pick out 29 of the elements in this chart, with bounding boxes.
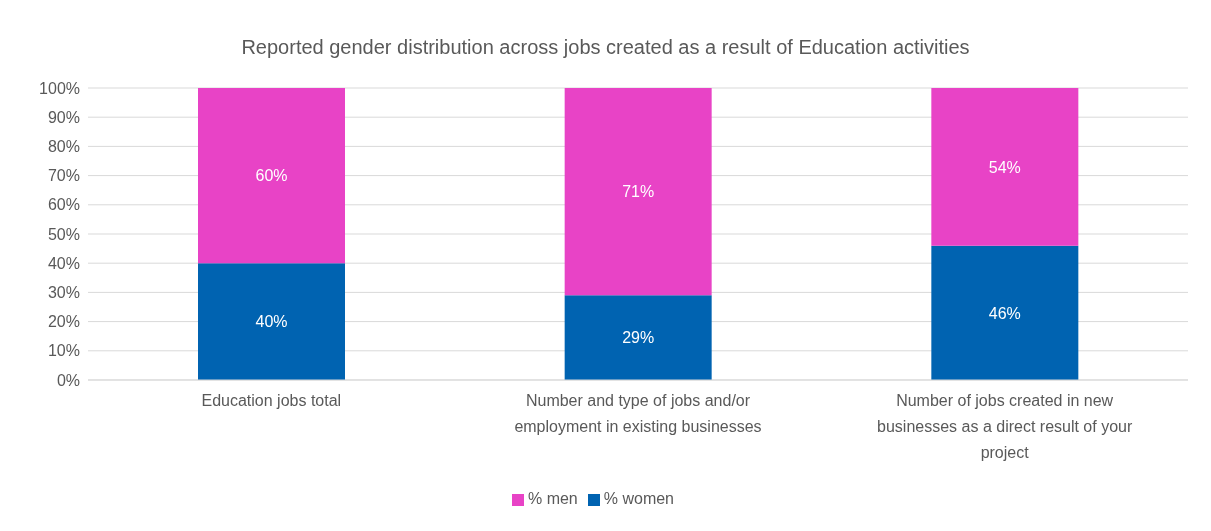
data-label: 29% bbox=[622, 329, 655, 347]
y-tick-label: 40% bbox=[47, 254, 80, 272]
bar bbox=[931, 245, 1079, 380]
chart-title: Reported gender distribution across jobs created as a result of Education activities bbox=[240, 36, 971, 59]
y-tick-label: 90% bbox=[47, 108, 80, 126]
data-label: 46% bbox=[988, 304, 1021, 322]
legend-label: % women bbox=[603, 490, 675, 507]
y-tick-label: 60% bbox=[47, 196, 80, 214]
x-tick-label: Education jobs total bbox=[201, 392, 342, 409]
bar bbox=[198, 88, 345, 264]
y-tick-label: 50% bbox=[47, 225, 80, 243]
y-tick-label: 10% bbox=[47, 342, 80, 360]
y-tick-label: 30% bbox=[47, 284, 80, 302]
y-tick-label: 70% bbox=[47, 167, 80, 185]
data-label: 71% bbox=[622, 183, 655, 201]
x-tick-label: Number and type of jobs and/or employment in existing businesses bbox=[514, 392, 762, 435]
y-tick-label: 20% bbox=[47, 313, 80, 331]
x-tick-label: Number of jobs created in new businesses as a direct result of your project bbox=[877, 392, 1133, 461]
data-label: 60% bbox=[255, 167, 288, 185]
y-tick-label: 0% bbox=[56, 371, 80, 389]
data-label: 40% bbox=[255, 313, 288, 331]
data-label: 54% bbox=[988, 158, 1021, 176]
y-tick-label: 80% bbox=[47, 138, 80, 156]
bar bbox=[931, 88, 1079, 246]
bar bbox=[564, 88, 712, 296]
legend-label: % men bbox=[527, 490, 578, 507]
bar bbox=[198, 263, 345, 380]
y-tick-label: 100% bbox=[39, 79, 80, 97]
bar bbox=[564, 295, 712, 380]
